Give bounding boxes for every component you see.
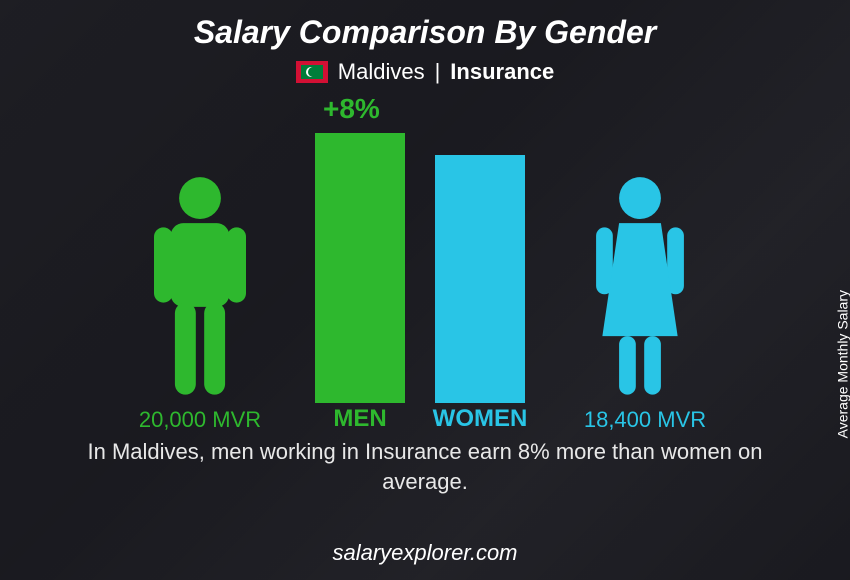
women-salary-value: 18,400 MVR <box>555 407 735 433</box>
female-person-icon <box>575 173 705 403</box>
y-axis-label: Average Monthly Salary <box>834 290 850 438</box>
category-label: Insurance <box>450 59 554 85</box>
difference-label: +8% <box>323 93 380 125</box>
women-bar-label: WOMEN <box>415 405 545 433</box>
men-bar <box>315 133 405 403</box>
subtitle-row: Maldives | Insurance <box>296 59 554 85</box>
male-person-icon <box>135 173 265 403</box>
page-title: Salary Comparison By Gender <box>194 14 656 51</box>
comparison-chart: +8% <box>75 93 775 433</box>
maldives-flag-icon <box>296 61 328 83</box>
men-salary-value: 20,000 MVR <box>110 407 290 433</box>
separator: | <box>435 59 441 85</box>
footer-source: salaryexplorer.com <box>0 540 850 566</box>
men-bar-label: MEN <box>295 405 425 433</box>
description-text: In Maldives, men working in Insurance ea… <box>45 437 805 496</box>
women-bar <box>435 155 525 403</box>
country-label: Maldives <box>338 59 425 85</box>
